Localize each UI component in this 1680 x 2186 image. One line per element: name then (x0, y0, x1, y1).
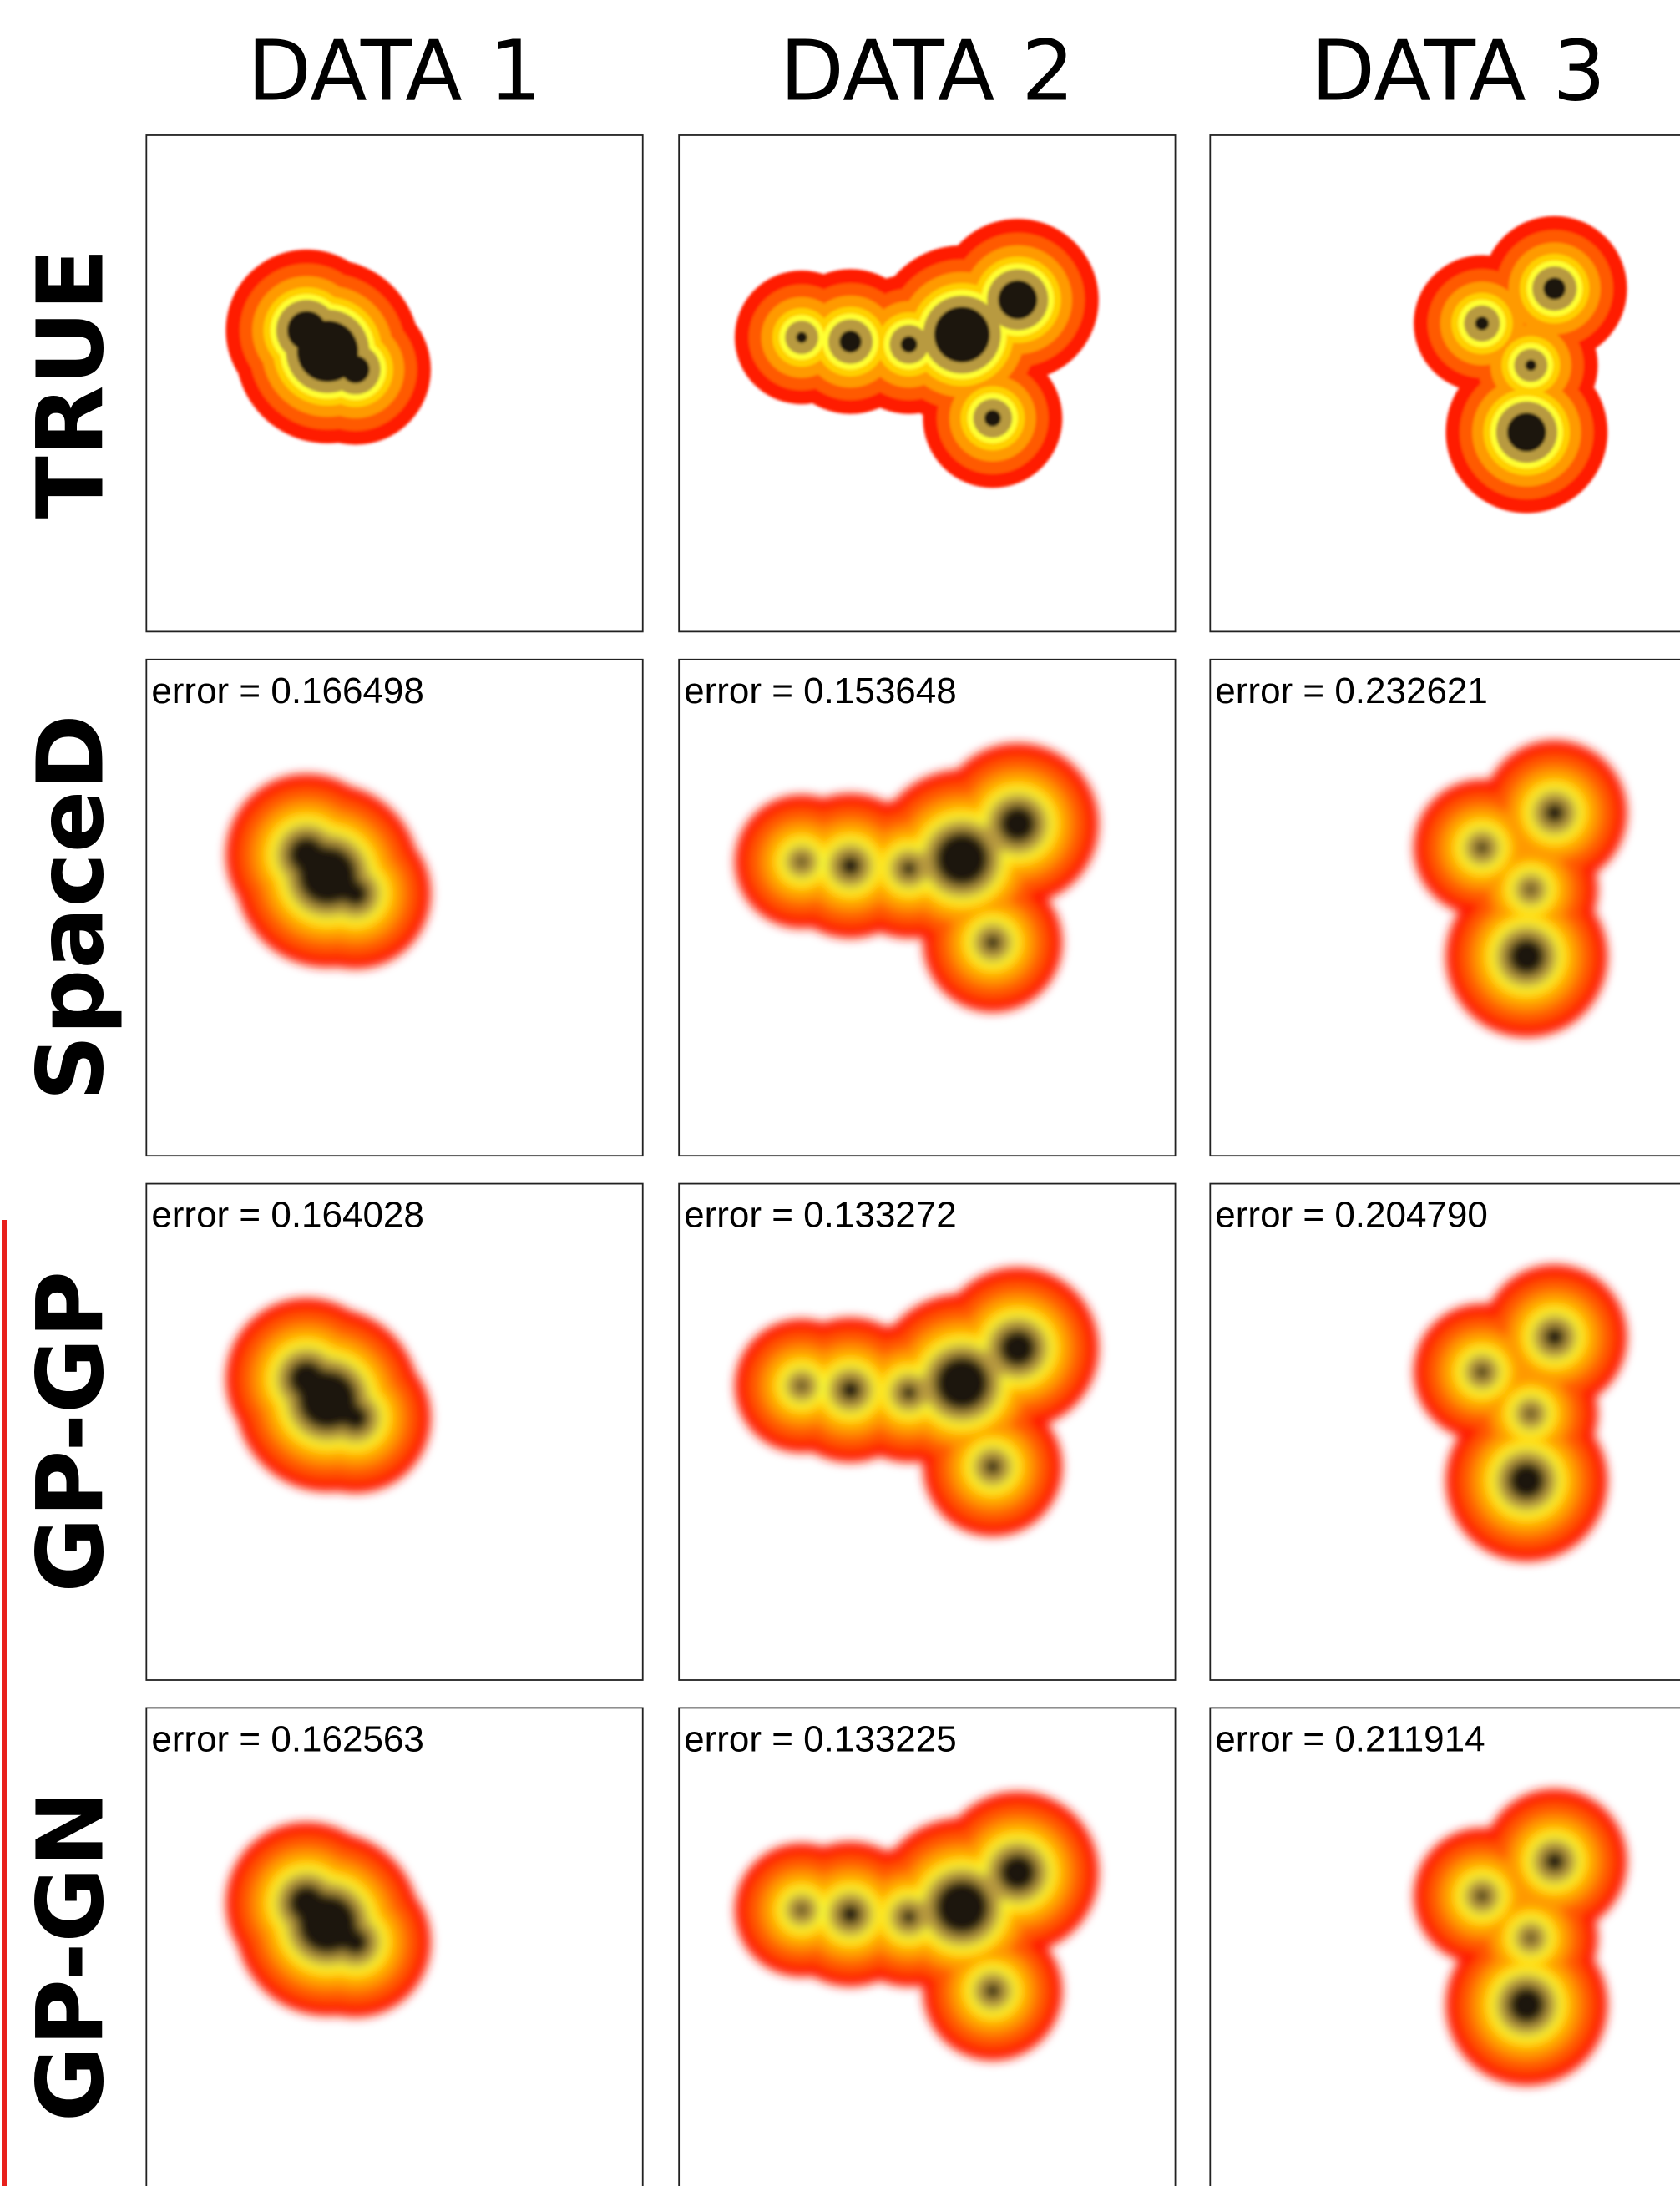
panel-frame (1210, 135, 1680, 631)
heatmap (1414, 1789, 1627, 2086)
row-label: GP-GP (17, 1271, 124, 1593)
heatmap (225, 1298, 430, 1493)
error-label: error = 0.164028 (151, 1195, 424, 1236)
error-label: error = 0.133225 (684, 1718, 957, 1759)
heatmap (225, 250, 430, 445)
error-label: error = 0.204790 (1215, 1195, 1488, 1236)
column-header: DATA 2 (780, 22, 1075, 119)
error-label: error = 0.166498 (151, 670, 424, 711)
column-header: DATA 1 (247, 22, 542, 119)
error-label: error = 0.232621 (1215, 670, 1488, 711)
panel-frame (1210, 660, 1680, 1156)
row-label: GP-GN (17, 1790, 124, 2122)
error-label: error = 0.133272 (684, 1195, 957, 1236)
heatmap (735, 1792, 1099, 2061)
error-label: error = 0.153648 (684, 670, 957, 711)
figure: DATA 1 DATA 2 DATA 3 TRUE SpaceD error = 0.16… (0, 0, 1680, 2186)
heatmap (1414, 216, 1627, 514)
heatmap (225, 1822, 430, 2017)
heatmap (735, 743, 1099, 1012)
heatmap (735, 219, 1099, 488)
error-label: error = 0.211914 (1215, 1718, 1485, 1759)
heatmap (735, 1268, 1099, 1536)
heatmap (1414, 741, 1627, 1038)
column-header: DATA 3 (1311, 22, 1606, 119)
row-label: TRUE (17, 248, 124, 519)
panel-frame (1210, 1184, 1680, 1680)
heatmap (1414, 1264, 1627, 1561)
heatmap (225, 774, 430, 969)
error-label: error = 0.162563 (151, 1718, 424, 1759)
row-label: SpaceD (17, 714, 124, 1101)
